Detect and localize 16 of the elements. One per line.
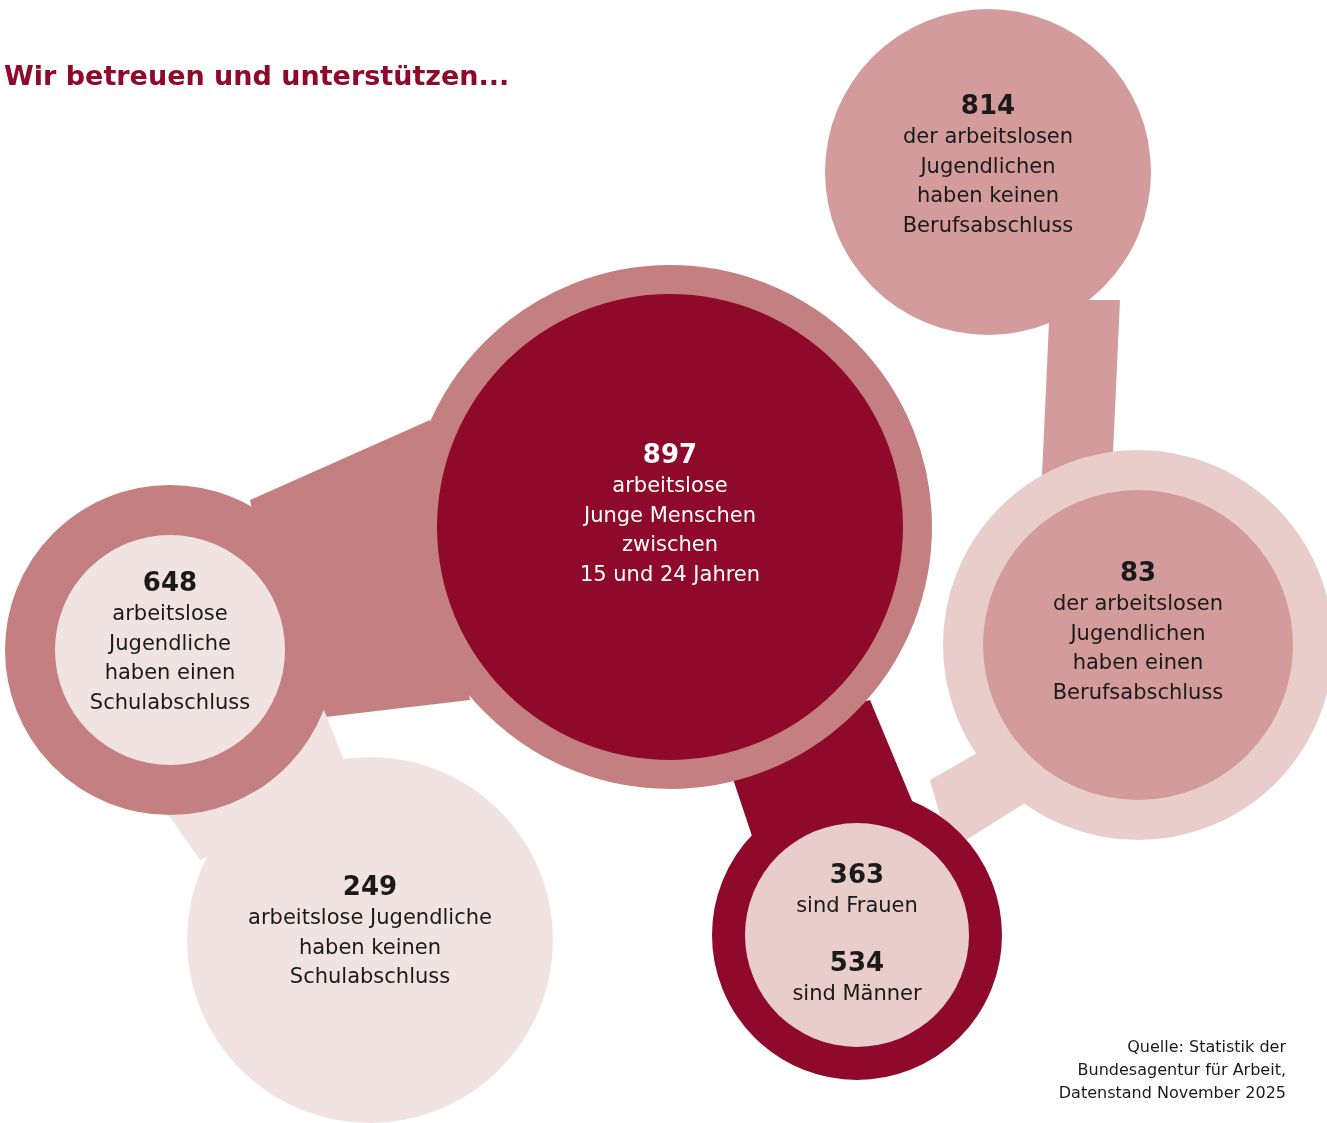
category-label: arbeitslose Jugendliche haben keinen Schulabschluss bbox=[248, 905, 492, 989]
data-label: 363 bbox=[829, 858, 885, 889]
data-label: 249 bbox=[342, 870, 398, 901]
category-label: der arbeitslosen Jugendlichen haben einen Berufsabschluss bbox=[1052, 591, 1224, 704]
category-label: arbeitslose Jugendliche haben einen Schulabschluss bbox=[89, 601, 251, 714]
data-label: 897 bbox=[642, 438, 698, 469]
data-label: 83 bbox=[1119, 556, 1157, 587]
data-label: 648 bbox=[142, 566, 198, 597]
category-label: arbeitslose Junge Menschen zwischen 15 und 24 Jahren bbox=[579, 473, 761, 586]
data-label: 814 bbox=[960, 89, 1016, 120]
category-label: sind Männer bbox=[792, 981, 922, 1006]
data-label: 534 bbox=[829, 946, 885, 977]
text: Wir betreuen und unterstützen... bbox=[4, 60, 510, 92]
category-label: der arbeitslosen Jugendlichen haben keinen Berufsabschluss bbox=[902, 124, 1074, 237]
category-label: sind Frauen bbox=[796, 893, 918, 918]
source-note: Quelle: Statistik der Bundesagentur für Arbeit, Datenstand November 2025 bbox=[1058, 1037, 1287, 1103]
